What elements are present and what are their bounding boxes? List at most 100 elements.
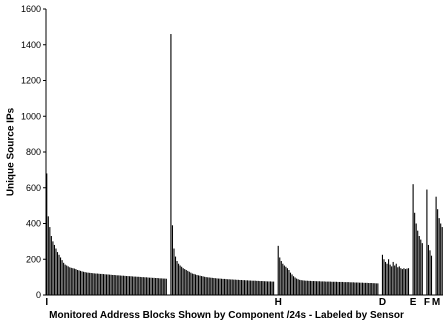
- bar: [285, 266, 287, 295]
- bar: [240, 279, 242, 295]
- bar: [127, 276, 129, 295]
- y-axis-title: Unique Source IPs: [6, 107, 17, 196]
- bar: [245, 280, 247, 295]
- bar: [381, 254, 383, 295]
- bar: [79, 270, 82, 295]
- bar: [72, 268, 74, 295]
- bar: [426, 189, 428, 295]
- bar: [148, 277, 151, 295]
- x-axis-title: Monitored Address Blocks Shown by Compon…: [49, 310, 404, 321]
- bar: [95, 273, 97, 295]
- bar: [429, 250, 431, 295]
- bar: [66, 265, 68, 295]
- bar: [247, 280, 249, 295]
- bar: [86, 272, 88, 295]
- bar: [55, 248, 57, 295]
- bar: [170, 34, 172, 295]
- bar: [83, 271, 85, 295]
- bar: [236, 279, 238, 295]
- bar: [326, 281, 328, 295]
- bar: [263, 281, 265, 295]
- bar: [314, 281, 316, 295]
- bar: [75, 269, 77, 295]
- group-label-i: I: [45, 297, 48, 308]
- bar: [112, 274, 114, 295]
- bar: [268, 281, 270, 295]
- bar: [243, 280, 246, 295]
- bar: [286, 268, 288, 295]
- bar: [302, 280, 304, 295]
- bar: [101, 273, 103, 295]
- bar: [355, 282, 357, 295]
- bar: [351, 282, 353, 295]
- bar: [283, 265, 285, 295]
- bar: [391, 266, 393, 295]
- bar: [412, 184, 414, 295]
- bar: [196, 274, 198, 295]
- bar: [289, 272, 292, 295]
- bar: [161, 278, 163, 295]
- bar: [259, 281, 261, 295]
- y-tick-label: 600: [26, 183, 41, 193]
- bar: [242, 280, 244, 295]
- bars: [46, 34, 443, 296]
- bar: [199, 275, 201, 295]
- bar: [231, 279, 233, 295]
- bar: [265, 281, 267, 295]
- bar: [437, 209, 439, 295]
- bar: [300, 280, 302, 295]
- bar: [110, 274, 112, 295]
- bar: [407, 268, 410, 295]
- bar: [303, 280, 305, 295]
- bar: [234, 279, 236, 295]
- bar: [133, 276, 135, 295]
- bar: [401, 269, 403, 295]
- bar: [144, 277, 146, 295]
- group-label-e: E: [410, 297, 417, 308]
- bar: [262, 281, 264, 295]
- bar: [398, 266, 400, 295]
- bar: [343, 282, 345, 295]
- bar: [225, 279, 227, 295]
- bar: [441, 227, 443, 295]
- bar: [349, 282, 351, 295]
- bar: [360, 282, 362, 295]
- bar: [345, 282, 347, 295]
- bar: [197, 275, 200, 295]
- bar: [250, 280, 252, 295]
- bar: [145, 277, 147, 295]
- bar: [219, 278, 221, 295]
- bar: [227, 279, 229, 295]
- bar: [358, 282, 361, 295]
- bar: [208, 277, 210, 295]
- bar: [271, 281, 273, 295]
- bar: [294, 277, 296, 295]
- bar: [348, 282, 350, 295]
- bar: [193, 273, 195, 295]
- bar: [346, 282, 348, 295]
- bar: [151, 277, 154, 295]
- bar: [84, 272, 86, 295]
- bar: [415, 223, 417, 295]
- bar: [64, 264, 66, 295]
- bar: [214, 278, 216, 295]
- bar: [135, 276, 137, 295]
- bar: [260, 281, 262, 295]
- bar: [288, 269, 290, 295]
- bar: [375, 283, 377, 295]
- bar: [217, 278, 219, 295]
- bar: [435, 196, 437, 295]
- bar: [56, 252, 59, 295]
- bar: [404, 269, 406, 295]
- bar: [257, 280, 259, 295]
- bar: [420, 239, 422, 295]
- bar: [58, 254, 60, 295]
- bar: [325, 281, 327, 295]
- bar: [98, 273, 100, 295]
- bar: [237, 279, 239, 295]
- bar: [159, 278, 161, 295]
- bar: [76, 269, 78, 295]
- bar: [417, 230, 419, 295]
- bar: [122, 275, 124, 295]
